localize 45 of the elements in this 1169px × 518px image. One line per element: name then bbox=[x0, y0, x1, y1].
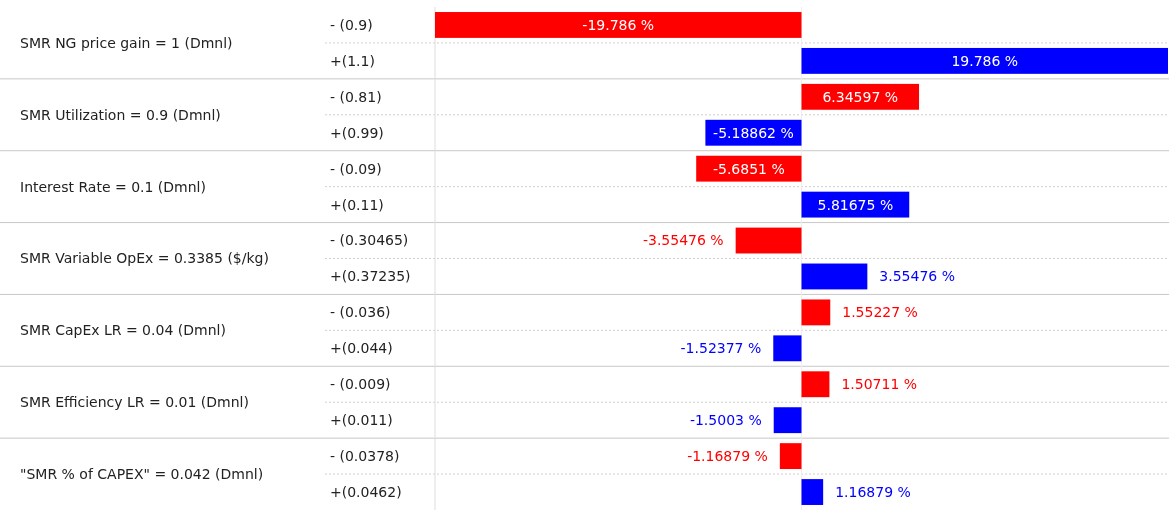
bar bbox=[801, 299, 831, 326]
bar bbox=[779, 443, 802, 470]
bar bbox=[801, 371, 830, 398]
y-tick-label: - (0.0378) bbox=[330, 448, 400, 465]
data-label: -1.16879 % bbox=[687, 448, 768, 465]
text: SMR Variable OpEx = 0.3385 ($/kg) bbox=[20, 250, 269, 267]
y-tick-label: - (0.036) bbox=[330, 304, 391, 321]
data-label: -1.5003 % bbox=[689, 412, 762, 429]
data-label: 6.34597 % bbox=[822, 88, 899, 105]
y-tick-label: +(0.11) bbox=[330, 196, 384, 213]
y-tick-label: +(1.1) bbox=[330, 52, 375, 69]
text: SMR Efficiency LR = 0.01 (Dmnl) bbox=[20, 394, 249, 411]
y-tick-label: +(0.044) bbox=[330, 340, 393, 357]
bar bbox=[801, 47, 1168, 74]
data-label: 1.16879 % bbox=[835, 483, 911, 500]
y-tick-label: +(0.99) bbox=[330, 124, 384, 141]
text: SMR CapEx LR = 0.04 (Dmnl) bbox=[20, 322, 226, 339]
text: SMR NG price gain = 1 (Dmnl) bbox=[20, 34, 233, 51]
bar bbox=[773, 407, 802, 434]
data-label: -5.18862 % bbox=[713, 124, 794, 141]
data-label: -1.52377 % bbox=[680, 340, 762, 357]
data-label: 1.55227 % bbox=[842, 304, 918, 321]
bar bbox=[735, 227, 802, 254]
data-label: 19.786 % bbox=[951, 52, 1019, 69]
y-tick-label: +(0.37235) bbox=[330, 268, 411, 285]
data-label: 1.50711 % bbox=[841, 376, 918, 393]
y-tick-label: - (0.30465) bbox=[330, 232, 409, 249]
bar bbox=[801, 479, 824, 505]
data-label: -5.6851 % bbox=[712, 160, 785, 177]
y-tick-label: +(0.0462) bbox=[330, 483, 402, 500]
y-tick-label: - (0.9) bbox=[330, 16, 373, 33]
data-label: -3.55476 % bbox=[642, 232, 724, 249]
data-label: 3.55476 % bbox=[879, 268, 955, 285]
y-tick-label: - (0.009) bbox=[330, 376, 391, 393]
data-label: 5.81675 % bbox=[817, 196, 894, 213]
bar bbox=[435, 12, 802, 38]
text: "SMR % of CAPEX" = 0.042 (Dmnl) bbox=[20, 465, 264, 482]
data-label: -19.786 % bbox=[582, 16, 655, 33]
y-tick-label: +(0.011) bbox=[330, 412, 393, 429]
text: Interest Rate = 0.1 (Dmnl) bbox=[20, 178, 206, 195]
bar bbox=[773, 335, 802, 362]
y-tick-label: - (0.81) bbox=[330, 88, 382, 105]
bar bbox=[801, 263, 868, 290]
y-tick-label: - (0.09) bbox=[330, 160, 382, 177]
text: SMR Utilization = 0.9 (Dmnl) bbox=[20, 106, 221, 123]
